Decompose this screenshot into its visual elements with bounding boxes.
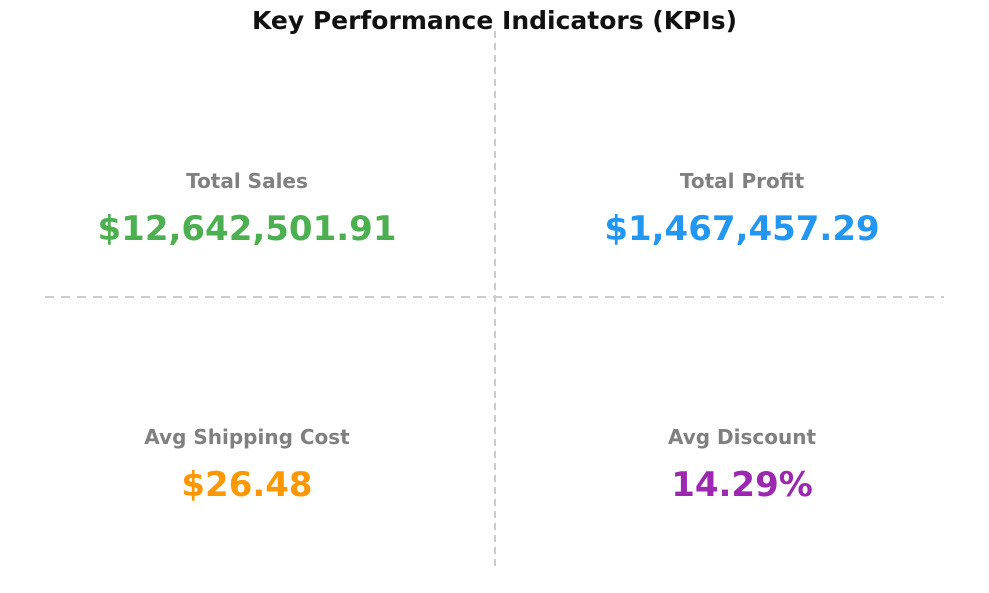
figure-title: Key Performance Indicators (KPIs) (251, 6, 738, 35)
kpi-card-total-sales: Total Sales $12,642,501.91 (0, 169, 494, 251)
kpi-value-total-sales: $12,642,501.91 (97, 209, 397, 249)
kpi-value-avg-discount: 14.29% (671, 465, 813, 505)
kpi-label-avg-discount: Avg Discount (667, 425, 817, 449)
kpi-label-total-sales: Total Sales (186, 169, 308, 193)
kpi-card-avg-shipping-cost: Avg Shipping Cost $26.48 (0, 425, 494, 507)
horizontal-divider-dashed-line (45, 296, 944, 298)
kpi-value-total-profit: $1,467,457.29 (604, 209, 880, 249)
kpi-label-total-profit: Total Profit (679, 169, 805, 193)
kpi-label-avg-shipping-cost: Avg Shipping Cost (144, 425, 350, 449)
kpi-card-total-profit: Total Profit $1,467,457.29 (495, 169, 989, 251)
kpi-value-avg-shipping-cost: $26.48 (181, 465, 313, 505)
vertical-divider-dashed-line (494, 31, 496, 568)
kpi-card-avg-discount: Avg Discount 14.29% (495, 425, 989, 507)
